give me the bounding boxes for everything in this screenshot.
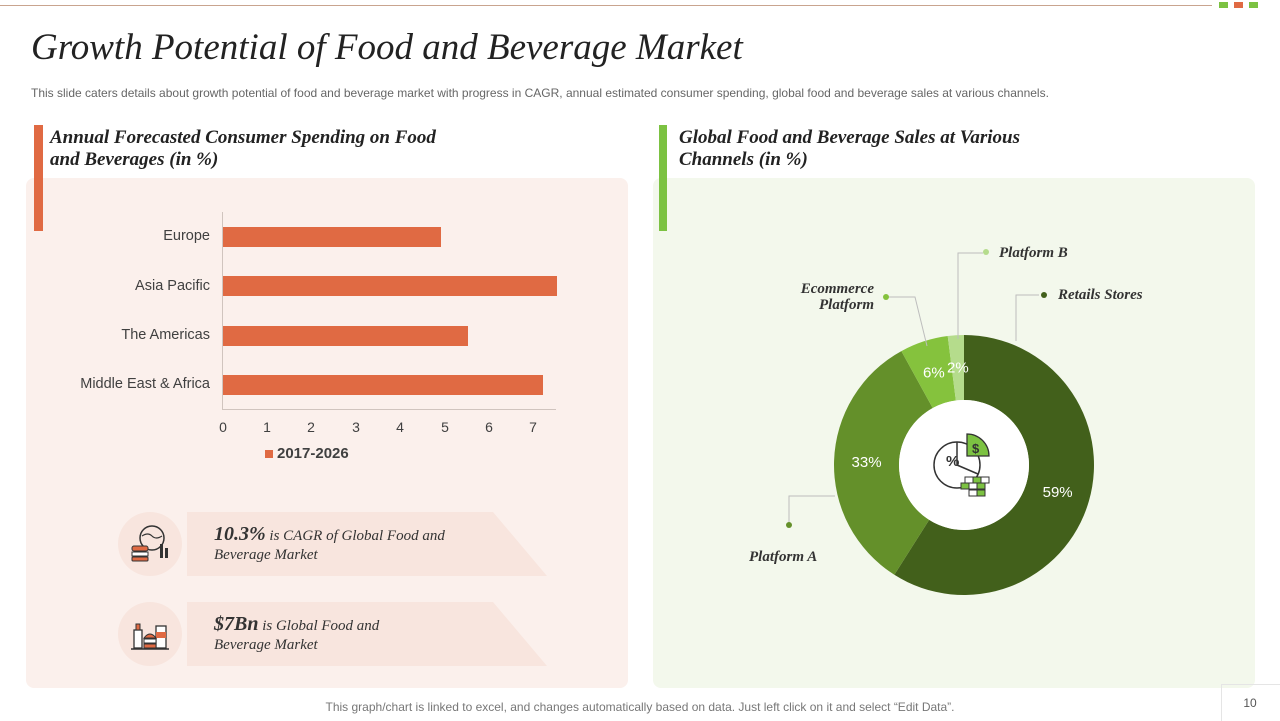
x-tick-label: 5 xyxy=(441,419,449,435)
page-title: Growth Potential of Food and Beverage Ma… xyxy=(31,27,743,68)
right-section-title-line1: Global Food and Beverage Sales at Variou… xyxy=(679,127,1020,148)
stat-card-market-size xyxy=(187,602,547,666)
pie-percent-money-icon: % $ xyxy=(933,433,990,497)
callout-label-platform-a: Platform A xyxy=(749,549,818,565)
bar-europe[interactable] xyxy=(223,227,441,247)
donut-chart: % $ 59% 33% 6% 2% xyxy=(786,249,1094,595)
food-globe-icon xyxy=(131,525,168,562)
stat-icon-circle xyxy=(118,512,182,576)
donut-value-label: 59% xyxy=(1043,484,1073,501)
decor-square-green-2 xyxy=(1249,2,1258,8)
stat-value-cagr: 10.3% xyxy=(214,523,266,545)
donut-value-label: 2% xyxy=(947,360,969,377)
bar-the-americas[interactable] xyxy=(223,326,468,346)
decor-square-green xyxy=(1219,2,1228,8)
page-subtitle: This slide caters details about growth p… xyxy=(31,86,1049,100)
callout-label-retail: Retails Stores xyxy=(1058,287,1143,303)
x-tick-label: 6 xyxy=(485,419,493,435)
stat-text-line2: Beverage Market xyxy=(214,547,318,563)
stat-card-cagr xyxy=(187,512,547,576)
bar-asia-pacific[interactable] xyxy=(223,276,557,296)
legend-label: 2017-2026 xyxy=(277,445,349,462)
stat-text-line1: is CAGR of Global Food and xyxy=(265,528,445,544)
bar-category-label: Asia Pacific xyxy=(135,278,210,294)
left-accent-bar xyxy=(34,125,43,231)
x-tick-label: 2 xyxy=(307,419,315,435)
svg-text:$: $ xyxy=(972,441,980,456)
x-tick-label: 4 xyxy=(396,419,404,435)
stat-text-market-size: $7Bn is Global Food and Beverage Market xyxy=(214,613,380,655)
callout-label-ecommerce-line1: Ecommerce xyxy=(800,281,874,297)
footer-note: This graph/chart is linked to excel, and… xyxy=(325,700,955,714)
bar-category-label: Europe xyxy=(163,228,210,244)
grocery-icon xyxy=(131,623,169,650)
stat-text-line1: is Global Food and xyxy=(258,618,380,634)
x-tick-label: 0 xyxy=(219,419,227,435)
callout-line-platform-b xyxy=(957,252,983,339)
bar-category-label: Middle East & Africa xyxy=(80,376,210,392)
bar-middle-east-africa[interactable] xyxy=(223,375,544,395)
donut-value-label: 6% xyxy=(923,364,945,381)
x-tick-label: 3 xyxy=(352,419,360,435)
x-tick-label: 7 xyxy=(529,419,537,435)
donut-value-label: 33% xyxy=(852,454,882,471)
bar-category-label: The Americas xyxy=(121,327,210,343)
page-number: 10 xyxy=(1243,696,1257,710)
bar-chart-y-axis xyxy=(222,212,223,409)
stat-text-cagr: 10.3% is CAGR of Global Food and Beverag… xyxy=(214,523,445,565)
decor-square-orange xyxy=(1234,2,1243,8)
page-number-box xyxy=(1221,684,1280,721)
callout-label-ecommerce: Ecommerce Platform xyxy=(744,281,874,313)
callout-line-ecommerce xyxy=(888,296,928,347)
callout-dot-platform-a xyxy=(786,522,792,528)
callout-line-platform-a xyxy=(788,495,835,525)
stat-icon-circle xyxy=(118,602,182,666)
stat-value-market-size: $7Bn xyxy=(214,613,259,635)
right-section-title-line2: Channels (in %) xyxy=(679,149,808,170)
callout-label-ecommerce-line2: Platform xyxy=(819,297,874,313)
top-divider xyxy=(0,5,1212,6)
x-tick-label: 1 xyxy=(263,419,271,435)
callout-line-retail xyxy=(1015,294,1039,341)
donut-slice-retails-stores[interactable] xyxy=(894,335,1094,595)
stat-text-line2: Beverage Market xyxy=(214,637,318,653)
donut-slice-platform-a[interactable] xyxy=(834,351,933,575)
left-section-title-line1: Annual Forecasted Consumer Spending on F… xyxy=(50,127,436,148)
left-section-title: Annual Forecasted Consumer Spending on F… xyxy=(50,127,436,171)
donut-slice-platform-b[interactable] xyxy=(947,335,964,401)
callout-dot-platform-b xyxy=(983,249,989,255)
callout-label-platform-b: Platform B xyxy=(999,245,1068,261)
callout-dot-ecommerce xyxy=(883,294,889,300)
left-section-title-line2: and Beverages (in %) xyxy=(50,149,219,170)
legend-swatch xyxy=(265,450,273,458)
bar-chart-x-axis xyxy=(222,409,556,410)
svg-text:%: % xyxy=(946,453,959,470)
callout-dot-retail xyxy=(1041,292,1047,298)
donut-slice-ecommerce-platform[interactable] xyxy=(901,336,956,409)
right-accent-bar xyxy=(659,125,667,231)
right-section-title: Global Food and Beverage Sales at Variou… xyxy=(679,127,1020,171)
